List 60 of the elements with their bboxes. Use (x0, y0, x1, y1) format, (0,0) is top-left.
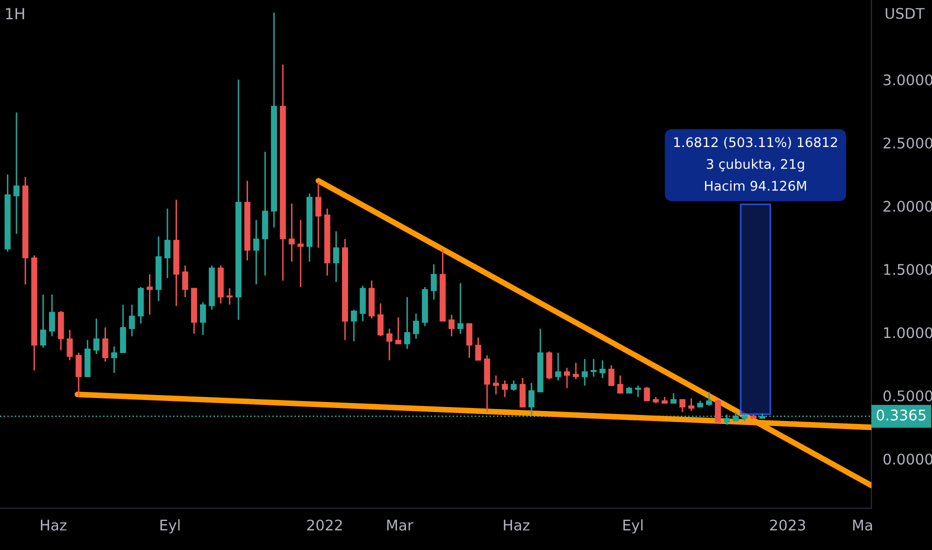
candlestick (457, 282, 464, 334)
candlestick (386, 328, 392, 361)
candlestick (492, 374, 499, 396)
candlestick (608, 364, 614, 386)
candlestick (564, 367, 570, 389)
candlestick (617, 374, 624, 394)
x-tick-label: Mar (387, 520, 414, 531)
candlestick (475, 336, 482, 361)
candlestick (688, 398, 694, 412)
candlestick (253, 219, 260, 286)
candlestick (298, 219, 304, 288)
candlestick (182, 264, 188, 298)
candlestick (679, 398, 686, 413)
candlestick (76, 352, 82, 398)
chart-title: 1H (6, 8, 24, 20)
candlestick (378, 302, 384, 337)
candlestick (448, 314, 455, 337)
candlestick (93, 318, 100, 355)
candlestick (40, 294, 46, 348)
candlestick (164, 208, 170, 279)
x-tick-label: 2023 (770, 520, 806, 531)
candlestick (111, 346, 118, 374)
candlestick (288, 202, 295, 262)
annotation: 1.6812 (503.11%) 16812 3 çubukta, 21g Hacim 94.126M (674, 137, 837, 191)
ref-line-label: 0.3365 (876, 410, 926, 421)
candlestick (714, 398, 721, 423)
candlestick (48, 294, 56, 337)
candlestick (582, 358, 588, 386)
candlestick (395, 316, 402, 345)
candlestick (644, 386, 650, 402)
candlestick (670, 392, 677, 404)
candlestick (66, 329, 73, 361)
candlestick (404, 296, 410, 350)
candlestick (502, 380, 508, 398)
x-tick-label: Haz (40, 520, 66, 531)
candlestick (102, 326, 108, 362)
candlestick (200, 301, 206, 336)
candlestick (599, 360, 606, 379)
candlestick (706, 391, 712, 406)
x-tick-label: Eyl (623, 519, 643, 534)
candlestick (572, 362, 579, 380)
candlestick (350, 309, 357, 342)
candlestick (315, 181, 322, 248)
candlestick (146, 274, 153, 316)
x-tick-label: 2022 (307, 520, 342, 531)
x-tick-label: Eyl (160, 519, 180, 534)
candlestick (430, 264, 437, 300)
y-axis-title: USDT (886, 8, 925, 19)
candlestick (13, 112, 20, 235)
x-tick-label: Ma (853, 520, 872, 531)
candlestick (466, 322, 472, 358)
candlestick (590, 358, 597, 378)
candlestick (226, 288, 233, 306)
candlestick (413, 312, 420, 340)
candlestick (555, 352, 562, 382)
candlestick (333, 230, 340, 283)
candlestick (510, 380, 517, 392)
x-tick-label: Haz (504, 520, 530, 531)
candlestick (128, 304, 135, 337)
candlestick (520, 377, 526, 408)
